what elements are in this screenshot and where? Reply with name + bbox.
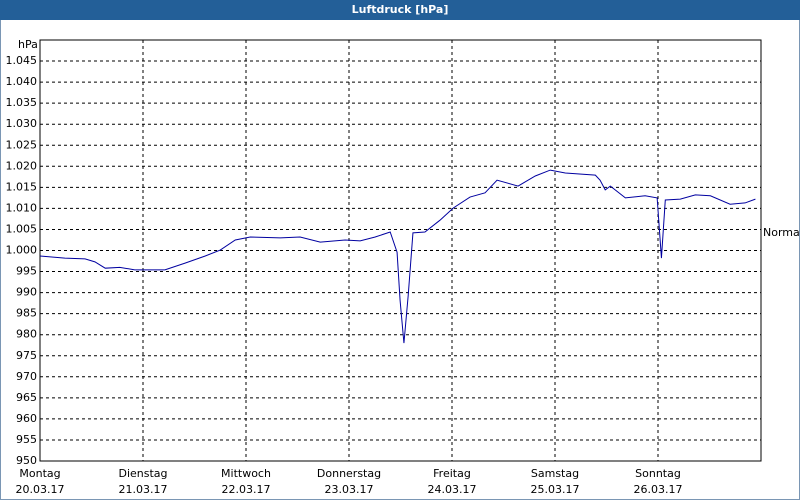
y-tick-label: 980	[16, 328, 37, 341]
data-line	[39, 169, 756, 344]
x-tick-label: Donnerstag	[317, 467, 381, 480]
y-tick-label: 995	[16, 265, 37, 278]
x-tick-label: 21.03.17	[119, 483, 168, 496]
y-tick-label: 985	[16, 307, 37, 320]
y-tick-label: 960	[16, 412, 37, 425]
y-tick-label: 965	[16, 391, 37, 404]
y-tick-label: 1.015	[6, 180, 38, 193]
x-tick-label: 23.03.17	[325, 483, 374, 496]
y-tick-label: 1.045	[6, 54, 38, 67]
y-tick-label: 1.025	[6, 138, 38, 151]
y-tick-label: 990	[16, 286, 37, 299]
y-tick-label: 975	[16, 349, 37, 362]
x-tick-label: 25.03.17	[531, 483, 580, 496]
title-bar	[0, 0, 800, 20]
x-tick-label: Mittwoch	[221, 467, 271, 480]
x-tick-label: 26.03.17	[634, 483, 683, 496]
y-tick-label: 970	[16, 370, 37, 383]
x-tick-label: Samstag	[531, 467, 579, 480]
x-tick-label: Dienstag	[118, 467, 167, 480]
y-tick-label: 955	[16, 433, 37, 446]
x-tick-label: Freitag	[433, 467, 471, 480]
y-tick-label: 950	[16, 454, 37, 467]
x-tick-label: 20.03.17	[16, 483, 65, 496]
y-tick-label: 1.040	[6, 75, 38, 88]
plot-border	[39, 39, 762, 462]
x-tick-label: Montag	[19, 467, 60, 480]
x-tick-label: Sonntag	[635, 467, 681, 480]
x-tick-label: 24.03.17	[428, 483, 477, 496]
y-tick-label: 1.030	[6, 117, 38, 130]
annotation: Normal	[763, 226, 800, 239]
y-tick-label: 1.010	[6, 201, 38, 214]
x-tick-label: 22.03.17	[222, 483, 271, 496]
y-tick-label: 1.020	[6, 159, 38, 172]
y-axis-label: hPa	[18, 38, 38, 51]
chart-title: Luftdruck [hPa]	[352, 3, 449, 16]
y-tick-label: 1.000	[6, 244, 38, 257]
y-tick-label: 1.035	[6, 96, 38, 109]
y-tick-label: 1.005	[6, 222, 38, 235]
